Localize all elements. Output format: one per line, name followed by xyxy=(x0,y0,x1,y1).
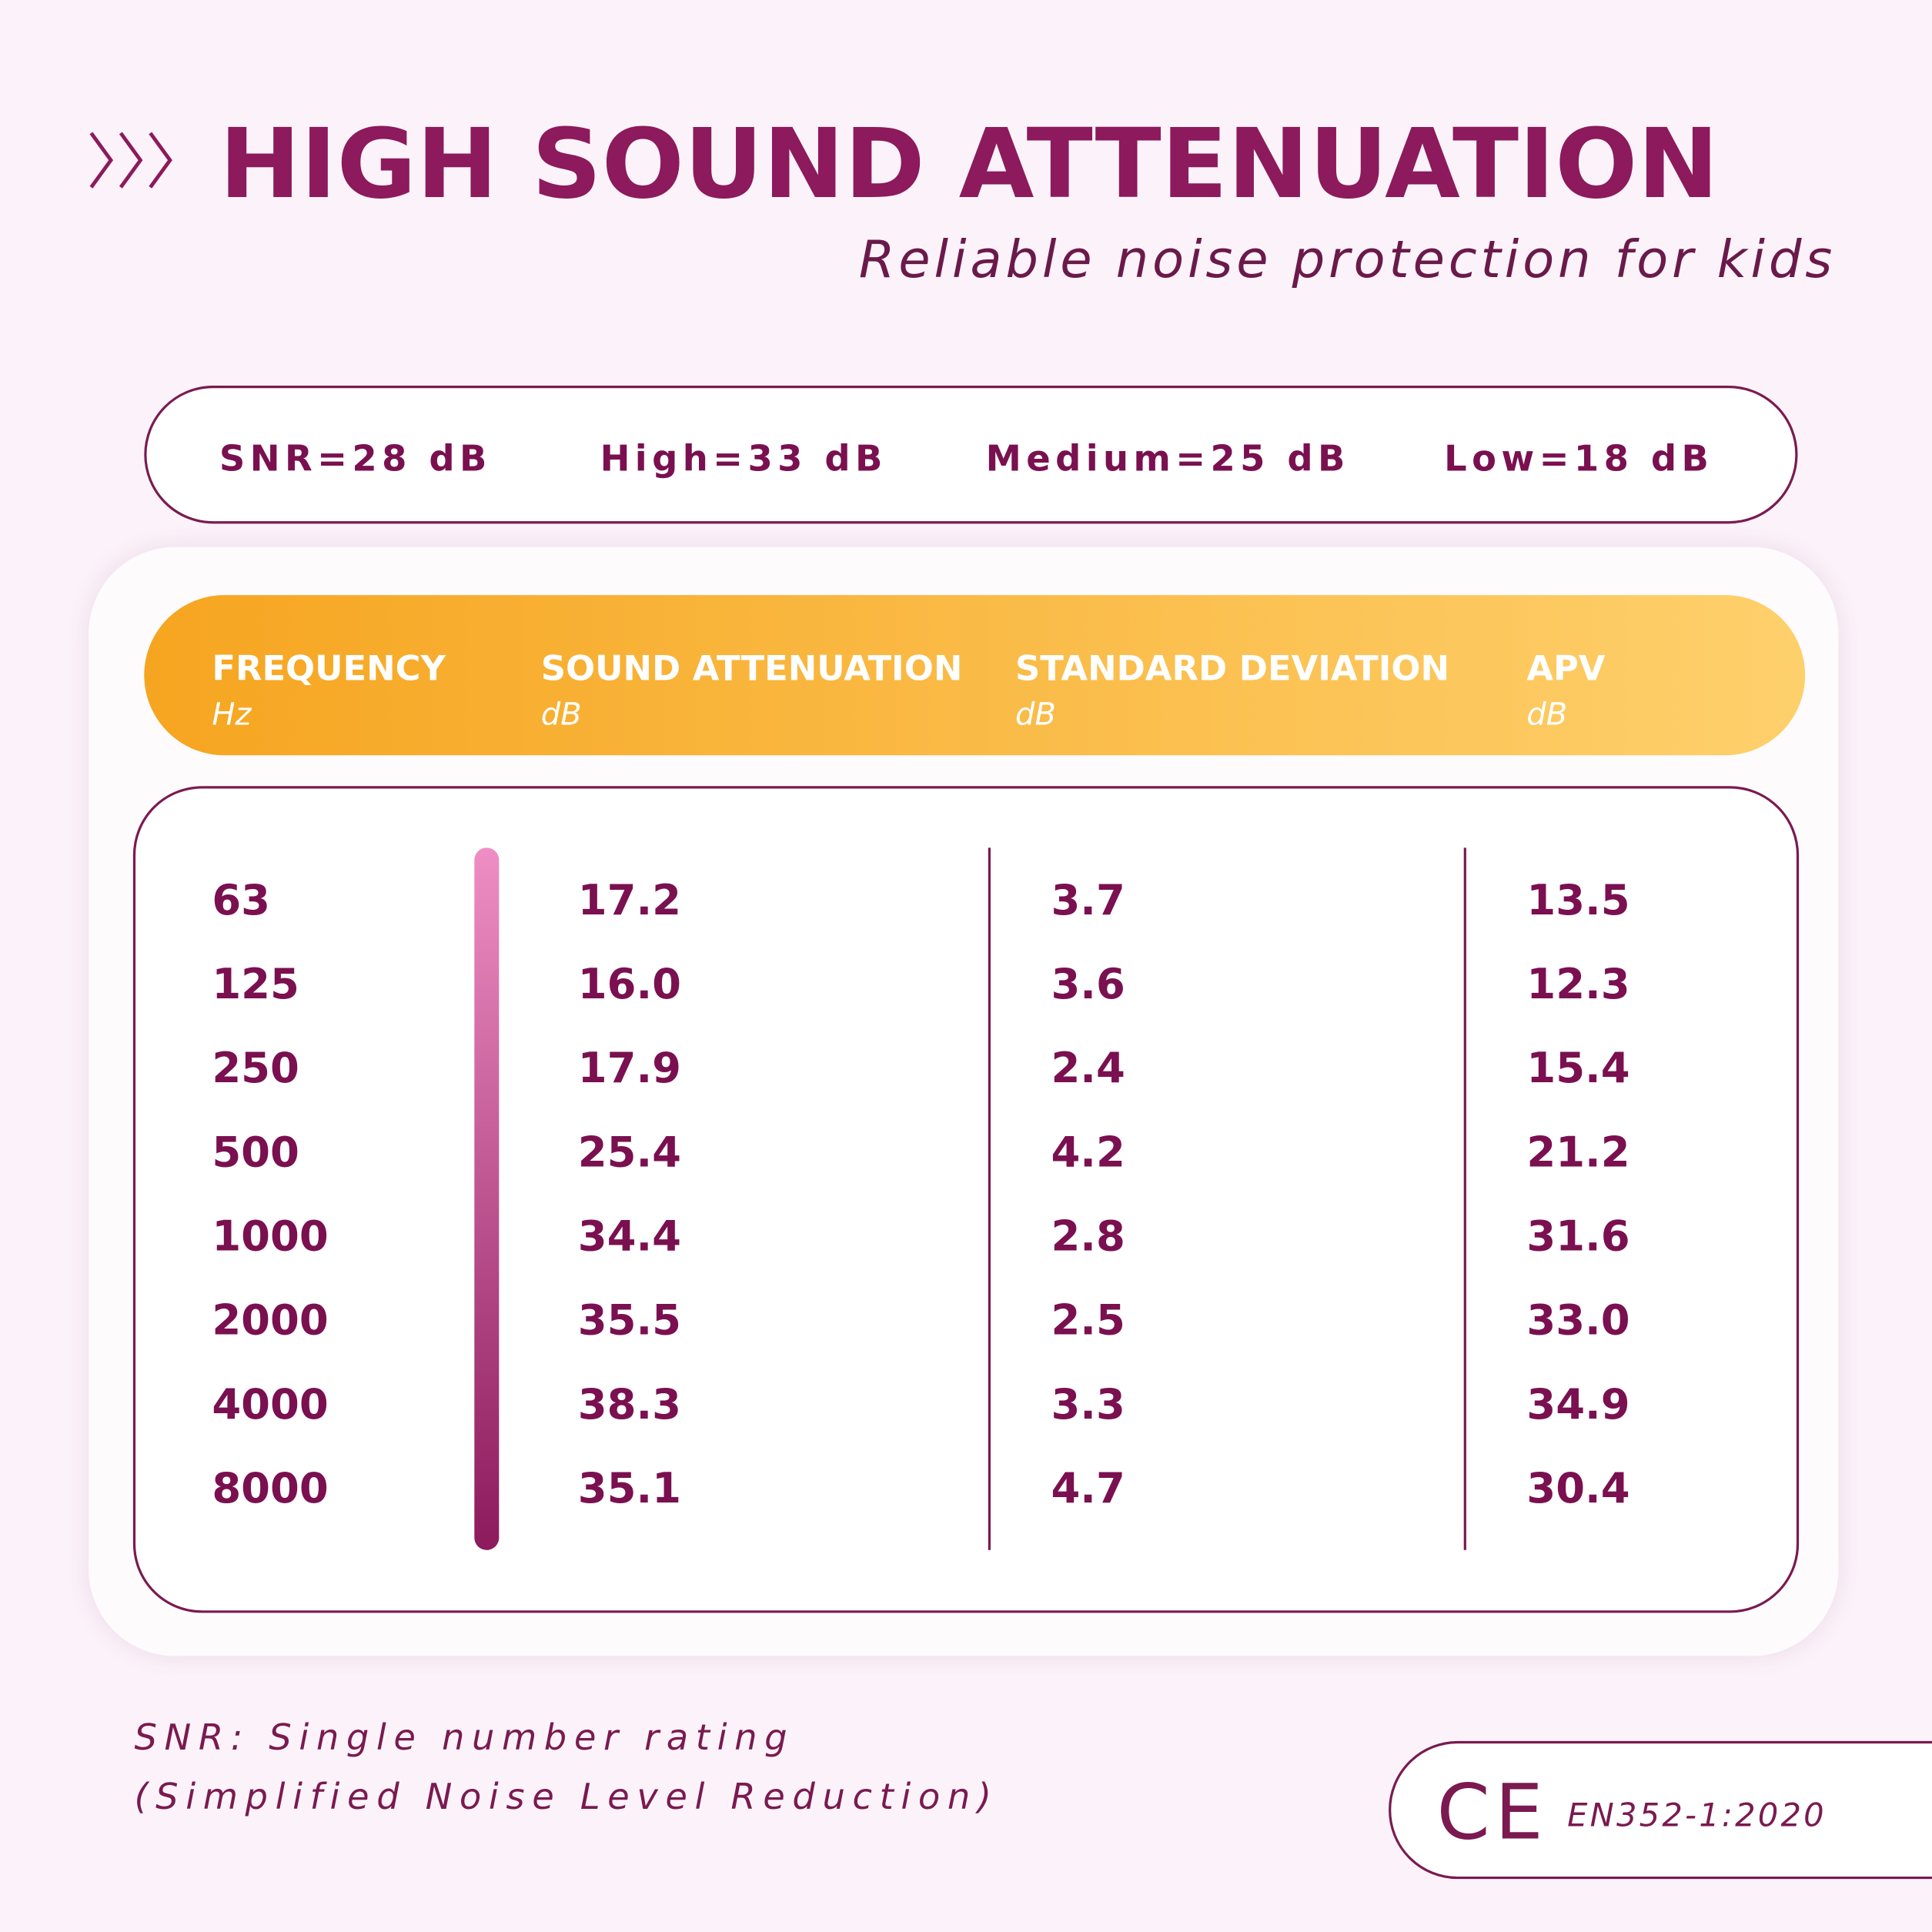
column-header: SOUND ATTENUATION xyxy=(541,648,963,689)
footnote-line: SNR: Single number rating xyxy=(134,1716,794,1758)
table-cell: 1000 xyxy=(212,1211,328,1260)
rating: High=33 dB xyxy=(600,437,887,479)
chevron xyxy=(149,132,172,189)
table-header-bar xyxy=(144,595,1806,756)
table-cell: 13.5 xyxy=(1526,875,1629,924)
ce-mark: CE xyxy=(1436,1768,1548,1857)
rating: SNR=28 dB xyxy=(219,437,492,479)
table-cell: 250 xyxy=(212,1043,299,1092)
table-cell: 2.5 xyxy=(1051,1295,1125,1345)
table-cell: 4000 xyxy=(212,1379,328,1429)
table-cell: 31.6 xyxy=(1526,1211,1629,1260)
table-cell: 125 xyxy=(212,959,299,1008)
table-cell: 12.3 xyxy=(1526,959,1629,1008)
ratings: SNR=28 dB High=33 dB Medium=25 dB Low=18 dB xyxy=(219,437,1713,479)
column-unit: dB xyxy=(541,697,582,732)
chevron xyxy=(119,132,143,189)
column-header: STANDARD DEVIATION xyxy=(1015,648,1449,689)
chevron xyxy=(89,132,114,189)
table-cell: 17.2 xyxy=(578,875,681,924)
table-cell: 4.7 xyxy=(1051,1463,1125,1513)
table-cell: 3.3 xyxy=(1051,1379,1125,1429)
ratings-pill xyxy=(144,386,1798,524)
table-cell: 34.9 xyxy=(1526,1379,1629,1429)
footnote-line: (Simplified Noise Level Reduction) xyxy=(134,1776,998,1817)
table-cell: 30.4 xyxy=(1526,1463,1629,1513)
chevrons xyxy=(89,132,172,189)
table-cell: 34.4 xyxy=(578,1211,681,1260)
table-cell: 16.0 xyxy=(578,959,681,1008)
column-header: FREQUENCY xyxy=(212,648,446,689)
column-header: APV xyxy=(1526,648,1606,689)
table-cell: 500 xyxy=(212,1127,299,1176)
table-cell: 25.4 xyxy=(578,1127,681,1176)
table-cell: 4.2 xyxy=(1051,1127,1125,1176)
table-cell: 3.6 xyxy=(1051,959,1125,1008)
title: HIGH SOUND ATTENUATION xyxy=(219,109,1719,220)
column-unit: dB xyxy=(1526,697,1567,732)
standard: EN352-1:2020 xyxy=(1567,1796,1827,1833)
rating: Medium=25 dB xyxy=(986,437,1350,479)
table-cell: 17.9 xyxy=(578,1043,681,1092)
table-cell: 2.4 xyxy=(1051,1043,1125,1092)
table-cell: 35.5 xyxy=(578,1295,681,1345)
table-cell: 2000 xyxy=(212,1295,328,1345)
column-unit: Hz xyxy=(212,697,252,732)
table-cell: 35.1 xyxy=(578,1463,681,1513)
table-cell: 8000 xyxy=(212,1463,328,1513)
table-cell: 21.2 xyxy=(1526,1127,1629,1176)
subtitle: Reliable noise protection for kids xyxy=(859,229,1836,289)
table-cell: 38.3 xyxy=(578,1379,681,1429)
table-body xyxy=(132,786,1800,1613)
table-cell: 33.0 xyxy=(1526,1295,1629,1345)
table: FREQUENCY Hz SOUND ATTENUATION dB STANDARD D… xyxy=(212,648,1629,1513)
certification-pill xyxy=(1389,1740,1932,1880)
table-cell: 2.8 xyxy=(1051,1211,1125,1260)
column-unit: dB xyxy=(1015,697,1056,732)
table-cell: 3.7 xyxy=(1051,875,1125,924)
accent-bar xyxy=(474,847,500,1550)
table-cell: 63 xyxy=(212,875,270,924)
table-cell: 15.4 xyxy=(1526,1043,1629,1092)
rating: Low=18 dB xyxy=(1444,437,1713,479)
